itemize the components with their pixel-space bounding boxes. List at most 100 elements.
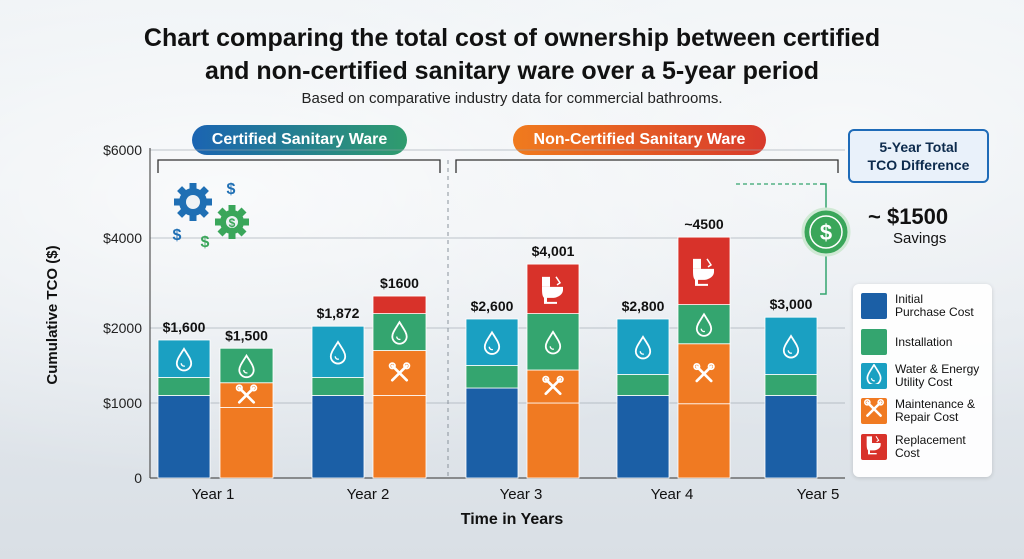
bar-segment-installation [616, 374, 670, 396]
legend-label: Maintenance & Repair Cost [895, 398, 987, 424]
legend-item-installation: Installation [861, 329, 987, 355]
bar-segment-maintenance [526, 402, 580, 479]
y-tick-label: $2000 [103, 320, 142, 336]
legend-label-line: Installation [895, 334, 953, 349]
dollar-sign-icon: $ [201, 234, 210, 251]
chart-labels: $1,600 $1,500 $1,872 $1600 $2,600 $4,001 $2,80… [163, 216, 813, 343]
dollar-sign-icon: $ [173, 227, 182, 244]
bar-segment-installation [465, 365, 519, 389]
gear-tooth [228, 205, 236, 213]
x-tick-label: Year 2 [347, 486, 390, 503]
chart-subtitle: Based on comparative industry data for c… [301, 90, 723, 107]
bar-segment-replacement [372, 295, 427, 314]
y-tick-label: 0 [134, 470, 142, 486]
legend-label-line: Repair Cost [895, 410, 959, 424]
chart-title: Chart comparing the total cost of owners… [0, 22, 1024, 88]
gear-tooth [189, 183, 197, 191]
bar-segment-installation [677, 304, 731, 345]
legend-swatch-installation [861, 329, 887, 355]
gear-tooth [189, 213, 197, 221]
y-tick-label: $1000 [103, 395, 142, 411]
bar-segment-purchase [157, 395, 211, 479]
y-tick-label: $4000 [103, 230, 142, 246]
y-tick-label: $6000 [103, 142, 142, 158]
wrench-icon [863, 398, 885, 424]
legend-swatch-replacement [861, 434, 887, 460]
bar-segment-purchase [616, 395, 670, 479]
gear-hole [186, 195, 200, 209]
chart-legend: Initial Purchase Cost Installation Water & … [853, 284, 992, 477]
bar-total-label: $4,001 [532, 243, 575, 259]
bar-segment-installation [157, 377, 211, 396]
legend-item-purchase: Initial Purchase Cost [861, 293, 987, 319]
bar-total-label: $1,872 [317, 305, 360, 321]
bar-total-label: $1,600 [163, 319, 206, 335]
bar-total-label: $2,800 [622, 298, 665, 314]
legend-label: Initial Purchase Cost [895, 293, 987, 319]
legend-item-water: Water & Energy Utility Cost [861, 363, 987, 389]
legend-label-line: Utility Cost [895, 375, 953, 389]
gear-icon [215, 205, 249, 239]
dollar-sign-glyph: $ [229, 216, 236, 230]
x-axis-label: Time in Years [461, 511, 564, 528]
legend-label: Water & Energy Utility Cost [895, 363, 987, 389]
bar-segment-maintenance [219, 407, 274, 479]
bar-total-label: $1,500 [225, 327, 268, 343]
savings-value: ~ $1500 [868, 204, 949, 229]
legend-swatch-purchase [861, 293, 887, 319]
legend-label-line: Maintenance & [895, 397, 976, 411]
bar-segment-maintenance [372, 395, 427, 479]
dollar-sign-glyph: $ [820, 220, 832, 245]
bar-segment-purchase [465, 387, 519, 479]
bar-segment-water [157, 339, 211, 378]
bar-segment-water [311, 325, 365, 378]
legend-swatch-maintenance [861, 398, 887, 424]
legend-label: Installation [895, 334, 987, 349]
bar-segment-installation [372, 313, 427, 351]
bar-segment-installation [311, 377, 365, 396]
x-tick-label: Year 1 [192, 486, 235, 503]
x-tick-label: Year 5 [797, 486, 840, 503]
title-line-1: Chart comparing the total cost of owners… [143, 24, 881, 52]
dollar-sign-icon: $ [227, 181, 236, 198]
bar-segment-installation [526, 313, 580, 371]
non-certified-bracket [455, 159, 839, 173]
chart-decorations: $ $ $ $ $ [157, 159, 851, 478]
y-axis-label: Cumulative TCO ($) [44, 245, 61, 384]
bar-total-label: $2,600 [471, 298, 514, 314]
gear-icon [174, 183, 212, 221]
tco-box-line-1: 5-Year Total [879, 139, 958, 155]
bar-segment-water [764, 316, 818, 375]
bar-segment-maintenance [677, 403, 731, 479]
legend-item-replacement: Replacement Cost [861, 434, 987, 460]
tco-difference-box: 5-Year Total TCO Difference [848, 129, 989, 183]
bar-segment-water [616, 318, 670, 375]
legend-item-maintenance: Maintenance & Repair Cost [861, 398, 987, 424]
certified-bracket [157, 159, 441, 173]
legend-label-line: Water & Energy [895, 362, 980, 376]
legend-label-line: Replacement [895, 433, 966, 447]
legend-label: Replacement Cost [895, 434, 987, 460]
bar-segment-purchase [764, 395, 818, 479]
legend-swatch-water [861, 363, 887, 389]
drop-icon [864, 363, 884, 389]
bar-segment-water [465, 318, 519, 366]
legend-label-line: Purchase Cost [895, 305, 974, 319]
chart-bars [157, 236, 818, 479]
bar-segment-installation [764, 374, 818, 396]
bar-total-label: ~4500 [684, 216, 724, 232]
legend-label-line: Initial [895, 292, 924, 306]
title-line-2: and non-certified sanitary ware over a 5… [204, 57, 820, 85]
bar-total-label: $3,000 [770, 296, 813, 312]
gear-hole [226, 216, 238, 228]
bar-segment-purchase [311, 395, 365, 479]
x-tick-label: Year 4 [651, 486, 694, 503]
tco-box-line-2: TCO Difference [867, 157, 970, 173]
legend-label-line: Cost [895, 446, 920, 460]
savings-label: Savings [893, 230, 947, 247]
gear-tooth [228, 231, 236, 239]
x-tick-label: Year 3 [500, 486, 543, 503]
toilet-icon [864, 435, 884, 460]
dollar-coin-ring [809, 215, 843, 249]
